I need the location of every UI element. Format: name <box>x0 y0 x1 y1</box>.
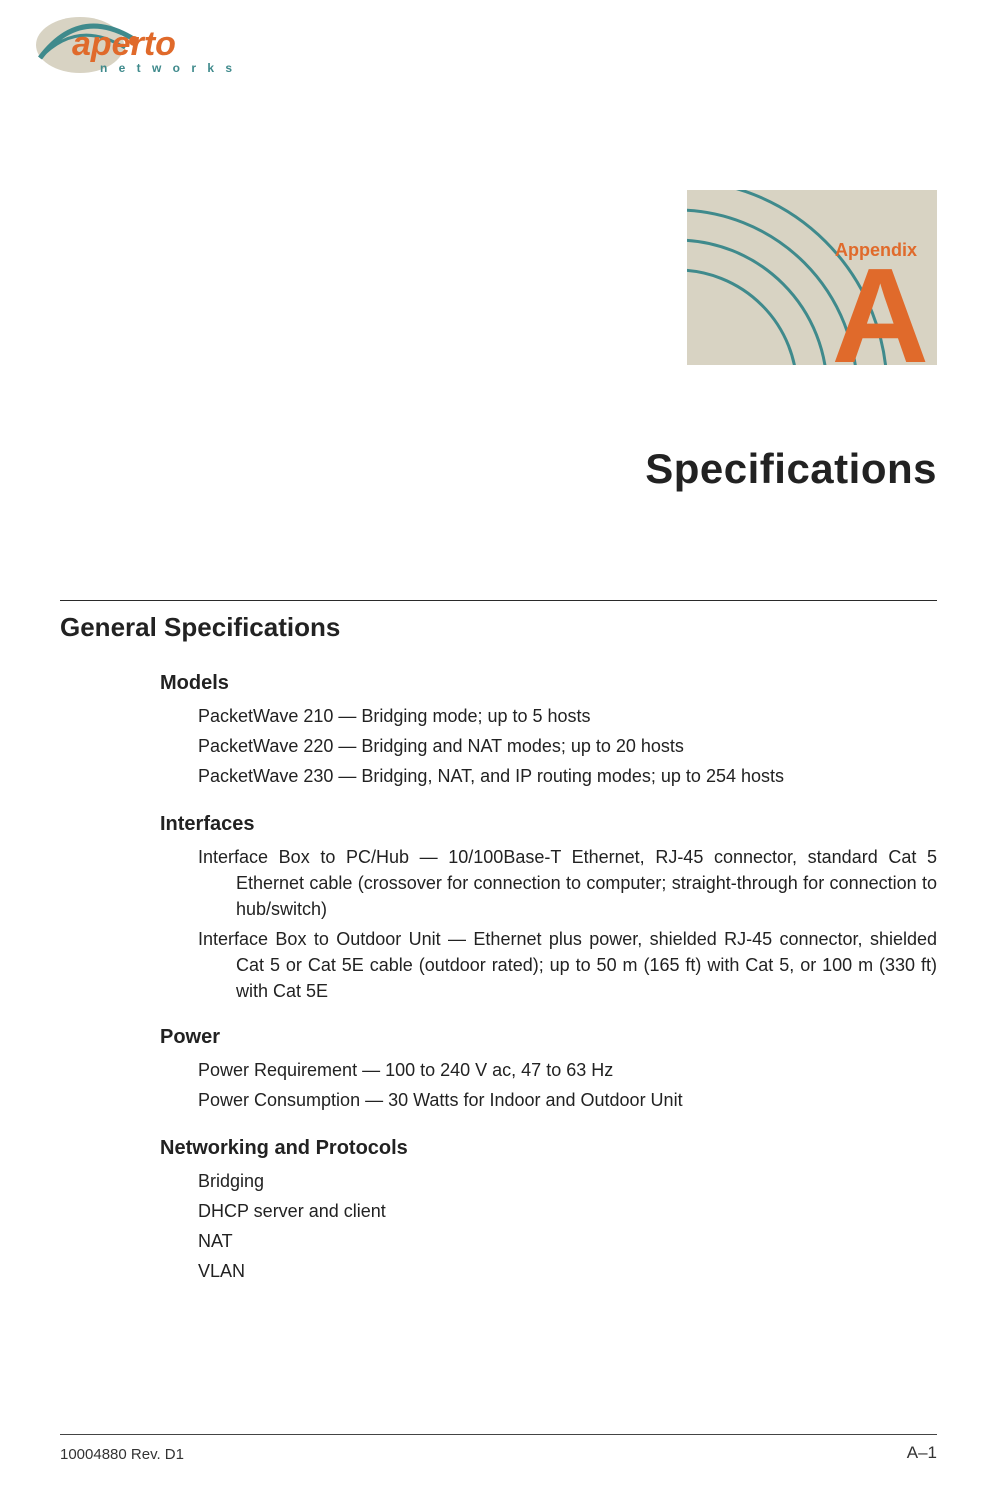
subsection-models: Models PacketWave 210 — Bridging mode; u… <box>160 672 937 791</box>
logo-text-sub: n e t w o r k s <box>100 61 236 75</box>
list-item: PacketWave 230 — Bridging, NAT, and IP r… <box>198 763 937 791</box>
logo: aperto n e t w o r k s <box>30 10 240 80</box>
logo-text-main: aperto <box>72 25 176 63</box>
list-item: PacketWave 220 — Bridging and NAT modes;… <box>198 733 937 761</box>
appendix-label: Appendix <box>835 240 917 261</box>
list-item: Power Requirement — 100 to 240 V ac, 47 … <box>198 1057 937 1085</box>
footer-page-num: A–1 <box>907 1443 937 1463</box>
list-item: VLAN <box>198 1258 937 1286</box>
appendix-badge: Appendix A <box>687 190 937 365</box>
footer-doc-id: 10004880 Rev. D1 <box>60 1446 184 1463</box>
subsection-power: Power Power Requirement — 100 to 240 V a… <box>160 1026 937 1115</box>
appendix-letter: A <box>832 248 930 365</box>
list-item: Interface Box to Outdoor Unit — Ethernet… <box>198 926 937 1004</box>
subsection-networking: Networking and Protocols Bridging DHCP s… <box>160 1137 937 1286</box>
heading-power: Power <box>160 1026 937 1049</box>
section-title: General Specifications <box>60 612 340 643</box>
footer-divider <box>60 1434 937 1435</box>
list-item: Interface Box to PC/Hub — 10/100Base-T E… <box>198 844 937 922</box>
content-block: Models PacketWave 210 — Bridging mode; u… <box>160 672 937 1288</box>
list-item: PacketWave 210 — Bridging mode; up to 5 … <box>198 703 937 731</box>
list-item: Power Consumption — 30 Watts for Indoor … <box>198 1087 937 1115</box>
list-item: DHCP server and client <box>198 1198 937 1226</box>
chapter-title: Specifications <box>645 445 937 493</box>
list-item: NAT <box>198 1228 937 1256</box>
section-divider <box>60 600 937 601</box>
subsection-interfaces: Interfaces Interface Box to PC/Hub — 10/… <box>160 813 937 1005</box>
list-item: Bridging <box>198 1168 937 1196</box>
heading-networking: Networking and Protocols <box>160 1137 937 1160</box>
heading-models: Models <box>160 672 937 695</box>
heading-interfaces: Interfaces <box>160 813 937 836</box>
